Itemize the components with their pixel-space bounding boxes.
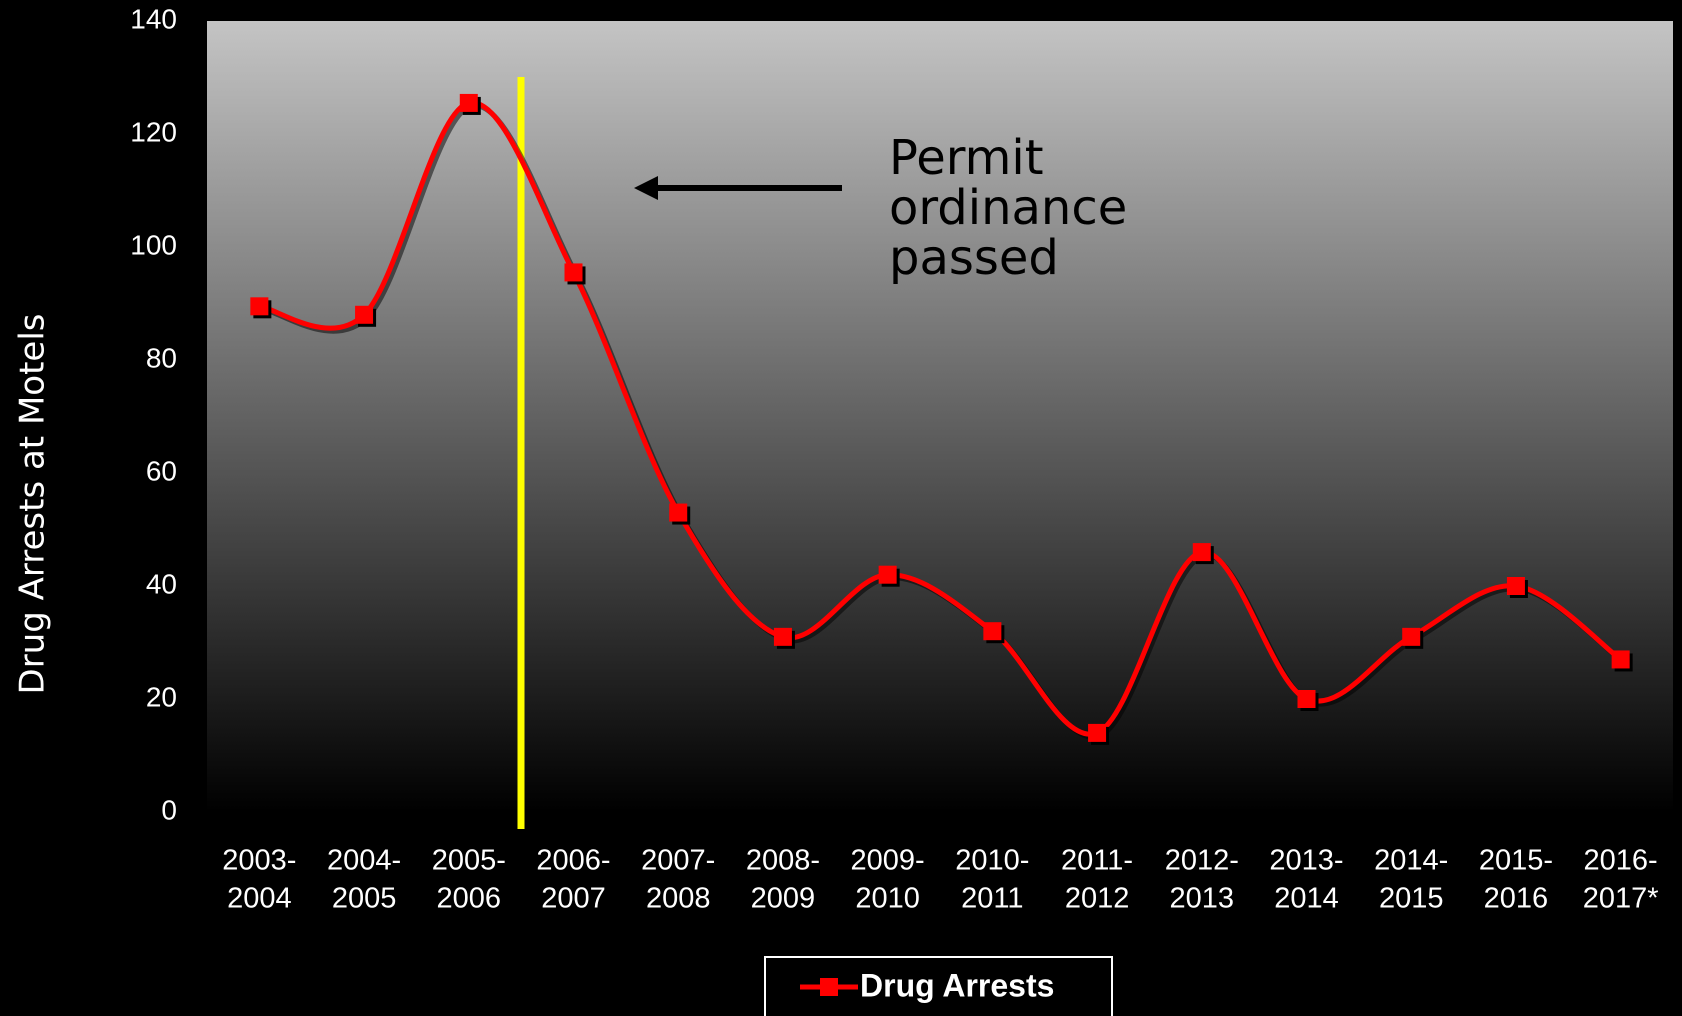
y-tick-label: 100 (130, 229, 177, 260)
y-tick-label: 80 (146, 342, 177, 373)
x-tick-label: 2009- (851, 845, 925, 877)
x-tick-label: 2012- (1165, 845, 1239, 877)
legend-marker (820, 978, 838, 996)
y-tick-label: 140 (130, 3, 177, 34)
marker (1611, 650, 1630, 669)
x-tick-label: 2016 (1484, 883, 1549, 915)
x-tick-label: 2013- (1269, 845, 1343, 877)
marker (355, 305, 374, 324)
x-tick-label: 2005 (332, 883, 397, 915)
marker (1402, 627, 1421, 646)
x-tick-label: 2011 (961, 883, 1023, 915)
marker (1506, 577, 1525, 595)
x-tick-label: 2007 (541, 883, 606, 915)
x-tick-label: 2006- (536, 845, 610, 877)
annotation: Permit (889, 130, 1044, 186)
x-tick-label: 2008- (746, 845, 820, 877)
y-tick-label: 40 (146, 568, 177, 599)
legend-label: Drug Arrests (860, 967, 1054, 1003)
marker (773, 627, 792, 646)
y-tick-label: 120 (130, 116, 177, 147)
x-tick-label: 2014 (1274, 883, 1339, 915)
x-tick-label: 2008 (646, 883, 711, 915)
x-tick-label: 2005- (432, 845, 506, 877)
x-tick-label: 2013 (1170, 883, 1235, 915)
marker (983, 622, 1002, 641)
x-tick-label: 2006 (437, 883, 502, 915)
x-tick-label: 2014- (1374, 845, 1448, 877)
annotation: ordinance (889, 180, 1127, 236)
x-tick-label: 2007- (641, 845, 715, 877)
marker (669, 503, 688, 522)
x-tick-label: 2009 (751, 883, 816, 915)
x-tick-label: 2004- (327, 845, 401, 877)
marker (250, 297, 269, 316)
marker (1297, 690, 1316, 708)
x-tick-label: 2017* (1583, 883, 1659, 915)
marker (459, 93, 478, 112)
x-tick-label: 2015 (1379, 883, 1444, 915)
x-tick-label: 2003- (222, 845, 296, 877)
marker (878, 565, 897, 584)
y-axis-label: Drug Arrests at Motels (13, 314, 53, 695)
x-tick-label: 2010 (855, 883, 920, 915)
x-tick-label: 2016- (1584, 845, 1658, 877)
x-tick-label: 2012 (1065, 883, 1130, 915)
marker (1192, 543, 1211, 562)
y-tick-label: 20 (146, 681, 177, 712)
annotation: passed (889, 230, 1059, 286)
arrow-head (634, 176, 658, 200)
y-tick-label: 60 (146, 455, 177, 486)
x-tick-label: 2011- (1061, 845, 1133, 877)
plot-area (207, 21, 1673, 812)
y-tick-label: 0 (161, 794, 177, 825)
x-tick-label: 2010- (955, 845, 1029, 877)
marker (1088, 723, 1107, 742)
x-tick-label: 2004 (227, 883, 292, 915)
x-tick-label: 2015- (1479, 845, 1553, 877)
marker (564, 263, 583, 282)
